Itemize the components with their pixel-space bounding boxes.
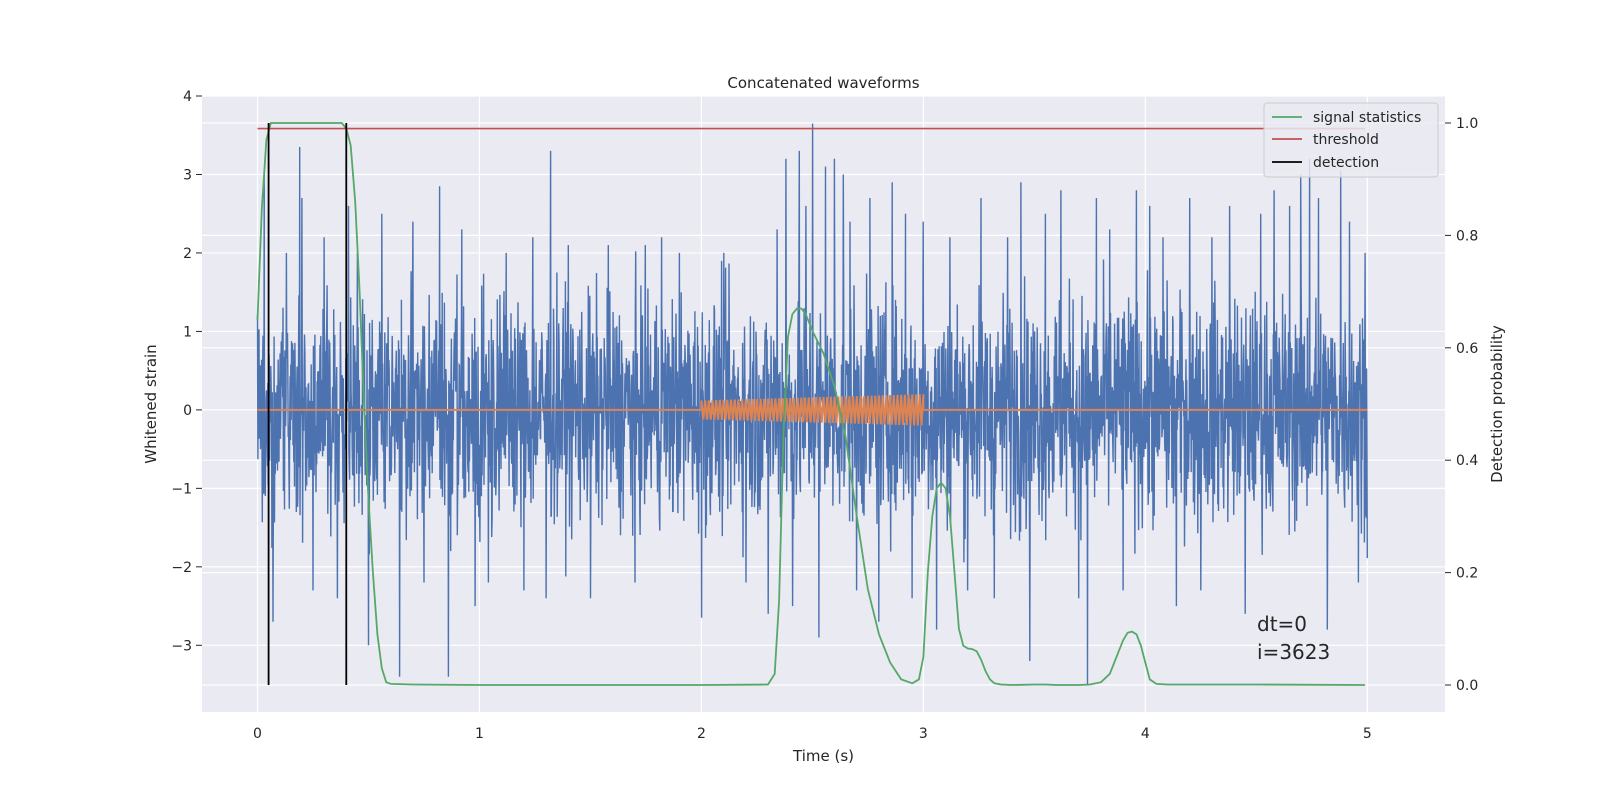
y-tick-label: −2	[171, 560, 192, 576]
series-whitened-strain	[256, 123, 1368, 685]
annotation-dt: dt=0	[1257, 612, 1307, 636]
x-tick-label: 0	[253, 726, 262, 742]
legend-label-signal-statistics: signal statistics	[1313, 110, 1421, 126]
y-tick-label: 4	[183, 89, 192, 105]
plot-area	[256, 122, 1368, 686]
annotation-index: i=3623	[1257, 640, 1330, 664]
y2-tick-label: 0.8	[1456, 228, 1478, 244]
y-tick-label: −1	[171, 481, 192, 497]
y2-tick-label: 0.0	[1456, 678, 1478, 694]
x-tick-label: 5	[1363, 726, 1372, 742]
ticks: 0 1 2 3 4 5 4 3 2 1 0 −1 −2 −3 1.0 0.8 0.6 0.4 0.2 0.0	[171, 89, 1478, 742]
x-tick-label: 3	[919, 726, 928, 742]
legend-label-threshold: threshold	[1313, 132, 1379, 148]
legend-label-detection: detection	[1313, 155, 1379, 171]
y-tick-label: 1	[183, 324, 192, 340]
y-tick-label: −3	[171, 638, 192, 654]
series-injected-chirp	[257, 394, 1368, 426]
x-tick-label: 1	[475, 726, 484, 742]
x-tick-label: 4	[1141, 726, 1150, 742]
y2-axis-label: Detection probability	[1488, 325, 1506, 483]
y2-tick-label: 0.4	[1456, 453, 1478, 469]
y2-tick-label: 0.6	[1456, 341, 1478, 357]
y-tick-label: 3	[183, 167, 192, 183]
y2-tick-label: 1.0	[1456, 116, 1478, 132]
y-tick-label: 2	[183, 246, 192, 262]
y-tick-label: 0	[183, 403, 192, 419]
y-axis-label: Whitened strain	[142, 344, 160, 463]
y2-tick-label: 0.2	[1456, 566, 1478, 582]
chart-title: Concatenated waveforms	[727, 74, 919, 92]
legend-box	[1263, 102, 1439, 178]
series-signal-statistics	[256, 122, 1366, 686]
legend: signal statistics threshold detection	[1263, 102, 1439, 178]
x-axis-label: Time (s)	[792, 747, 854, 765]
x-tick-label: 2	[697, 726, 706, 742]
